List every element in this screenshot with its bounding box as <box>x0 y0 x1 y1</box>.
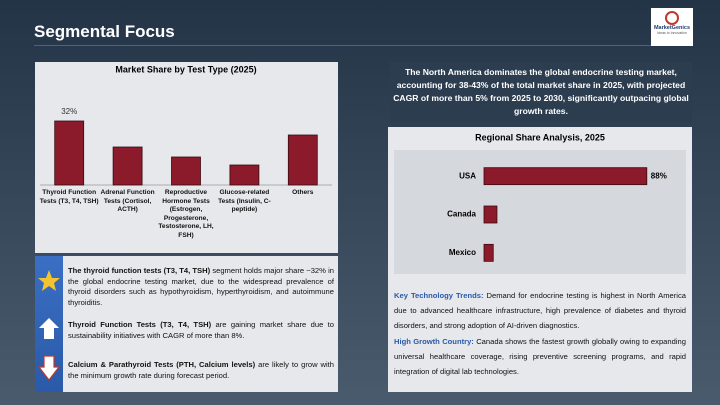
bar <box>171 156 201 186</box>
y-tick-label: Mexico <box>449 248 476 257</box>
data-label: 88% <box>651 171 667 180</box>
bar <box>112 146 143 186</box>
logo-tagline: Ideas to Innovation <box>657 31 687 35</box>
bullet-text: are gaining market share due to sustaina… <box>68 320 334 340</box>
slide-title: Segmental Focus <box>34 22 175 41</box>
bar <box>483 243 494 262</box>
notes: Key Technology Trends: Demand for endocr… <box>394 289 686 382</box>
x-tick-label: Reproductive Hormone Tests (Estrogen, Pr… <box>158 189 214 239</box>
bar <box>483 167 648 186</box>
note-text: Canada shows the fastest growth globally… <box>394 337 686 376</box>
chart-title: Market Share by Test Type (2025) <box>115 64 256 74</box>
bullet: Calcium & Parathyroid Tests (PTH, Calciu… <box>68 360 334 381</box>
x-tick-label: Others <box>292 189 314 196</box>
bullet-text: segment holds major share ~32% in the gl… <box>68 266 334 307</box>
bar <box>54 120 85 186</box>
x-tick-label: Glucose-related Tests (Insulin, C-peptid… <box>218 189 271 214</box>
bullet-text: are likely to grow with the minimum grow… <box>68 360 335 380</box>
bullet-bold: Thyroid Function Tests (T3, T4, TSH) <box>68 320 212 329</box>
bullet-panel <box>35 256 338 392</box>
bullet: The thyroid function tests (T3, T4, TSH)… <box>68 266 334 309</box>
note-label: Key Technology Trends: <box>394 291 484 300</box>
logo-text: MarketGenics <box>653 25 691 31</box>
bar <box>287 134 318 186</box>
x-tick-label: Thyroid Function Tests (T3, T4, TSH) <box>39 189 99 205</box>
chart-title: Regional Share Analysis, 2025 <box>475 132 605 142</box>
logo: MarketGenics Ideas to Innovation <box>651 8 693 46</box>
highlight-box: The North America dominates the global e… <box>390 62 692 122</box>
bar <box>483 205 498 224</box>
down-arrow-icon <box>37 355 61 381</box>
bullet-bold: Calcium & Parathyroid Tests (PTH, Calciu… <box>68 360 256 369</box>
y-tick-label: USA <box>459 171 476 180</box>
up-arrow-icon <box>39 318 59 339</box>
bullet: Thyroid Function Tests (T3, T4, TSH) are… <box>68 320 334 341</box>
y-tick-label: Canada <box>447 210 476 219</box>
title-rule <box>34 45 654 46</box>
note-text: Demand for endocrine testing is highest … <box>394 291 686 330</box>
star-icon <box>38 270 60 291</box>
bullet-bold: The thyroid function tests (T3, T4, TSH) <box>68 266 211 275</box>
data-label: 32% <box>61 107 77 116</box>
bar <box>229 164 260 186</box>
note: High Growth Country: Canada shows the fa… <box>394 335 686 379</box>
note: Key Technology Trends: Demand for endocr… <box>394 289 686 333</box>
note-label: High Growth Country: <box>394 337 474 347</box>
x-tick-label: Adrenal Function Tests (Cortisol, ACTH) <box>100 189 155 214</box>
